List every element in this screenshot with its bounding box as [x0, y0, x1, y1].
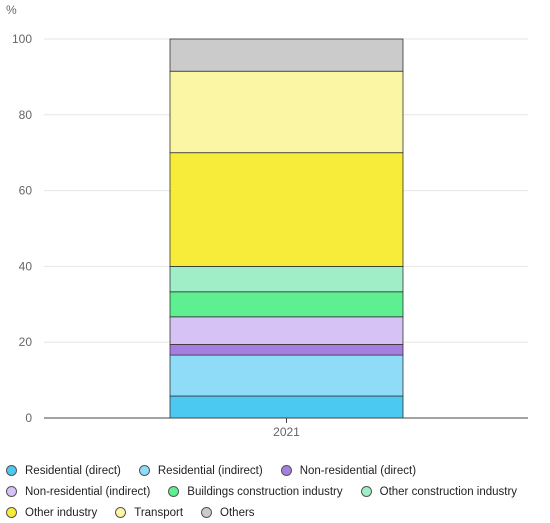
y-tick-label: 20: [19, 335, 33, 349]
legend-label: Residential (indirect): [157, 464, 263, 477]
bar-segment[interactable]: [169, 265, 404, 293]
legend-item[interactable]: Transport: [115, 507, 183, 519]
y-tick-label: 80: [19, 108, 33, 122]
legend-row: Residential (direct) Residential (indire…: [6, 460, 546, 481]
y-unit-label: %: [6, 3, 17, 17]
legend-label: Others: [220, 506, 255, 519]
bar-segment[interactable]: [169, 344, 404, 356]
legend-item[interactable]: Residential (indirect): [138, 464, 263, 477]
x-tick-label: 2021: [273, 425, 300, 439]
y-tick-label: 40: [19, 259, 33, 273]
legend-swatch-icon: [280, 465, 292, 476]
legend-label: Other industry: [25, 506, 98, 519]
legend-row: Non-residential (indirect) Buildings con…: [6, 481, 546, 502]
legend-swatch-icon: [6, 507, 17, 518]
legend-swatch-icon: [138, 465, 150, 476]
legend-item[interactable]: Other industry: [6, 507, 97, 519]
bar-segment[interactable]: [169, 38, 404, 72]
legend-item[interactable]: Buildings construction industry: [168, 485, 343, 498]
legend-label: Transport: [134, 506, 184, 519]
stacked-bar-chart: % 0 20 40 60 80 100 2021: [6, 3, 528, 439]
legend: Residential (direct) Residential (indire…: [6, 460, 546, 523]
bar-segment[interactable]: [169, 152, 404, 267]
legend-label: Buildings construction industry: [187, 485, 343, 498]
y-tick-label: 60: [19, 184, 33, 198]
legend-label: Other construction industry: [379, 485, 518, 498]
legend-row: Other industry Transport Others: [6, 502, 546, 523]
legend-item[interactable]: Others: [201, 507, 255, 519]
legend-swatch-icon: [201, 507, 213, 518]
bar-segment[interactable]: [169, 291, 404, 318]
legend-swatch-icon: [168, 486, 180, 497]
bar-segment[interactable]: [169, 395, 404, 419]
legend-swatch-icon: [360, 486, 372, 497]
legend-swatch-icon: [6, 465, 17, 476]
legend-item[interactable]: Residential (direct): [6, 465, 121, 477]
legend-swatch-icon: [6, 486, 17, 497]
y-tick-label: 100: [12, 32, 32, 46]
legend-label: Non-residential (indirect): [25, 485, 151, 498]
legend-item[interactable]: Non-residential (indirect): [6, 486, 150, 498]
legend-item[interactable]: Non-residential (direct): [280, 464, 417, 477]
legend-label: Residential (direct): [25, 464, 121, 477]
legend-swatch-icon: [115, 507, 127, 518]
bar-segment[interactable]: [169, 316, 404, 345]
bar-stack: [169, 38, 404, 419]
bar-segment[interactable]: [169, 70, 404, 154]
legend-label: Non-residential (direct): [299, 464, 417, 477]
bar-segment[interactable]: [169, 354, 404, 397]
x-axis: 2021: [44, 417, 528, 439]
y-axis: % 0 20 40 60 80 100: [6, 3, 32, 425]
y-tick-label: 0: [25, 411, 32, 425]
legend-item[interactable]: Other construction industry: [360, 485, 518, 498]
